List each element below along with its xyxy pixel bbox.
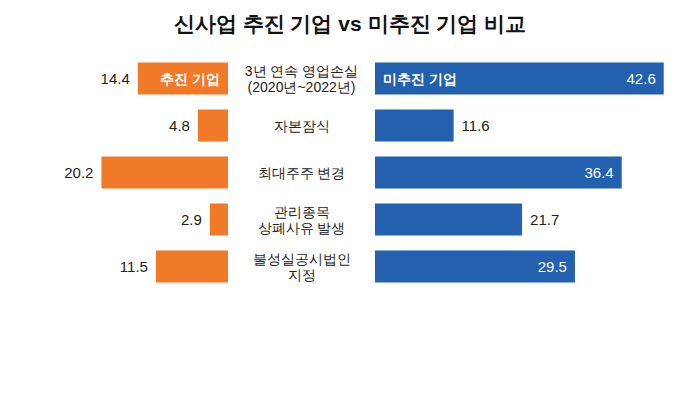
svg-text:지정: 지정 [288, 267, 316, 283]
svg-text:관리종목: 관리종목 [274, 204, 330, 220]
svg-text:(2020년~2022년): (2020년~2022년) [248, 79, 356, 95]
svg-text:29.5: 29.5 [538, 258, 567, 275]
svg-text:11.6: 11.6 [462, 117, 490, 134]
svg-text:21.7: 21.7 [530, 211, 559, 228]
svg-text:11.5: 11.5 [120, 258, 148, 275]
svg-text:상폐사유 발생: 상폐사유 발생 [258, 220, 346, 236]
svg-text:자본잠식: 자본잠식 [274, 118, 330, 134]
svg-text:20.2: 20.2 [64, 164, 93, 181]
svg-text:미추진 기업: 미추진 기업 [383, 71, 457, 87]
svg-text:4.8: 4.8 [169, 117, 190, 134]
svg-text:불성실공시법인: 불성실공시법인 [253, 251, 351, 267]
svg-text:추진 기업: 추진 기업 [160, 71, 220, 87]
svg-text:2.9: 2.9 [181, 211, 202, 228]
svg-text:최대주주 변경: 최대주주 변경 [258, 165, 346, 181]
svg-text:신사업 추진 기업 vs 미추진 기업 비교: 신사업 추진 기업 vs 미추진 기업 비교 [174, 12, 526, 35]
svg-text:14.4: 14.4 [101, 70, 130, 87]
svg-text:3년 연속 영업손실: 3년 연속 영업손실 [245, 63, 359, 79]
svg-text:36.4: 36.4 [585, 164, 614, 181]
svg-text:42.6: 42.6 [627, 70, 656, 87]
